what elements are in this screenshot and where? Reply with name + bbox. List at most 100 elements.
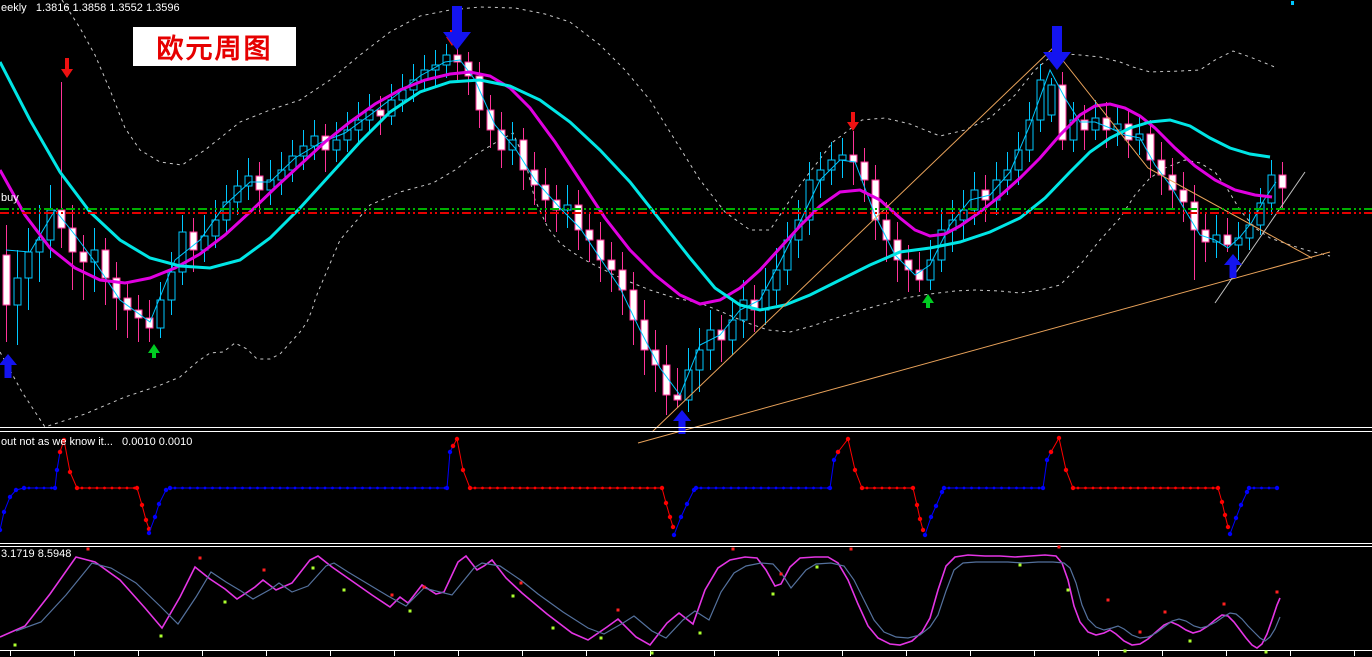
main-candles (2, 44, 1287, 415)
time-axis-tick (714, 651, 715, 656)
time-axis-tick (1354, 651, 1355, 656)
green-signal-dot (1018, 563, 1022, 567)
step-segment-blue (1229, 487, 1277, 535)
green-up-arrow (922, 294, 934, 308)
trendlines (637, 47, 1331, 444)
separator-line (0, 427, 1372, 428)
stoch-signal-line (15, 561, 1281, 642)
red-signal-dot (1057, 545, 1061, 549)
indicator1-label: out not as we know it... 0.0010 0.0010 (1, 436, 193, 448)
green-signal-dot (1123, 649, 1127, 653)
green-signal-dot (599, 636, 603, 640)
red-signal-dot (1106, 598, 1110, 602)
blue-up-arrow (0, 354, 17, 378)
green-signal-dot (1264, 650, 1268, 654)
step-segment-red (1050, 436, 1229, 528)
red-signal-dot (422, 585, 426, 589)
step-segment-red (837, 437, 924, 531)
time-axis-tick (522, 651, 523, 656)
text-annotation-box[interactable]: 欧元周图 (133, 27, 296, 66)
indicator2-label: 3.1719 8.5948 (1, 548, 72, 560)
band_upper (61, 0, 1278, 231)
green-signal-dot (815, 565, 819, 569)
fast-ma-line (5, 59, 1277, 397)
step-segment-blue (673, 451, 839, 536)
time-axis-tick (842, 651, 843, 656)
separator-line (0, 546, 1372, 547)
separator-line (0, 543, 1372, 544)
time-axis-tick (778, 651, 779, 656)
step-segment-red (452, 437, 674, 528)
green-signal-dot (551, 626, 555, 630)
blue-up-arrow (1224, 254, 1242, 278)
red-signal-dot (849, 547, 853, 551)
red-signal-dot (519, 581, 523, 585)
panel-separators (0, 427, 1372, 547)
green-up-arrow (148, 344, 160, 358)
green-signal-dot (408, 609, 412, 613)
slow-ma-line (0, 61, 1271, 312)
signal-arrows (0, 6, 1242, 434)
time-axis-tick (1034, 651, 1035, 656)
time-axis-tick (10, 651, 11, 656)
step-segment-blue (0, 451, 61, 531)
time-axis-tick (586, 651, 587, 656)
red-signal-dot (262, 568, 266, 572)
chart-title-overlay: eekly 1.3816 1.3858 1.3552 1.3596 (1, 2, 180, 14)
green-signal-dot (159, 634, 163, 638)
indicator2-series (0, 545, 1281, 655)
trendline-orange (637, 251, 1331, 444)
red-signal-dot (390, 593, 394, 597)
time-axis-tick (458, 651, 459, 656)
trendline-silver (1214, 171, 1306, 304)
time-axis-tick (330, 651, 331, 656)
time-axis[interactable] (0, 650, 1372, 656)
time-axis-tick (138, 651, 139, 656)
time-axis-tick (970, 651, 971, 656)
time-axis-tick (74, 651, 75, 656)
red-signal-dot (1138, 630, 1142, 634)
step-segment-red (59, 438, 150, 530)
step-segment-blue (924, 451, 1052, 536)
red-signal-dot (86, 547, 90, 551)
red-signal-dot (1275, 590, 1279, 594)
red-signal-dot (198, 556, 202, 560)
red-signal-dot (1163, 610, 1167, 614)
time-axis-tick (1162, 651, 1163, 656)
indicator1-series (0, 435, 1280, 538)
green-signal-dot (650, 651, 654, 655)
green-signal-dot (698, 631, 702, 635)
green-signal-dot (311, 566, 315, 570)
time-axis-tick (202, 651, 203, 656)
trendline-orange (1052, 47, 1313, 259)
separator-line (0, 431, 1372, 432)
green-signal-dot (13, 643, 17, 647)
buy-signal-label: buy (1, 192, 19, 204)
chart-shift-marker (1291, 1, 1294, 5)
green-signal-dot (511, 594, 515, 598)
signal-hlines (0, 208, 1372, 214)
blue-up-arrow (673, 410, 691, 434)
red-signal-dot (616, 608, 620, 612)
time-axis-tick (1226, 651, 1227, 656)
red-signal-dot (779, 572, 783, 576)
time-axis-line (0, 650, 1372, 651)
red-down-arrow (61, 58, 73, 78)
step-segment-blue (148, 445, 454, 534)
red-signal-dot (1222, 602, 1226, 606)
trendline-orange (651, 47, 1054, 433)
time-axis-tick (266, 651, 267, 656)
time-axis-tick (906, 651, 907, 656)
green-signal-dot (223, 600, 227, 604)
green-signal-dot (1066, 588, 1070, 592)
time-axis-tick (1098, 651, 1099, 656)
blue-down-arrow (443, 6, 471, 50)
green-signal-dot (342, 588, 346, 592)
stoch-main-line (0, 554, 1281, 649)
green-signal-dot (771, 592, 775, 596)
blue-down-arrow (1043, 26, 1071, 70)
annotation-text: 欧元周图 (156, 34, 273, 64)
red-down-arrow (847, 112, 859, 131)
